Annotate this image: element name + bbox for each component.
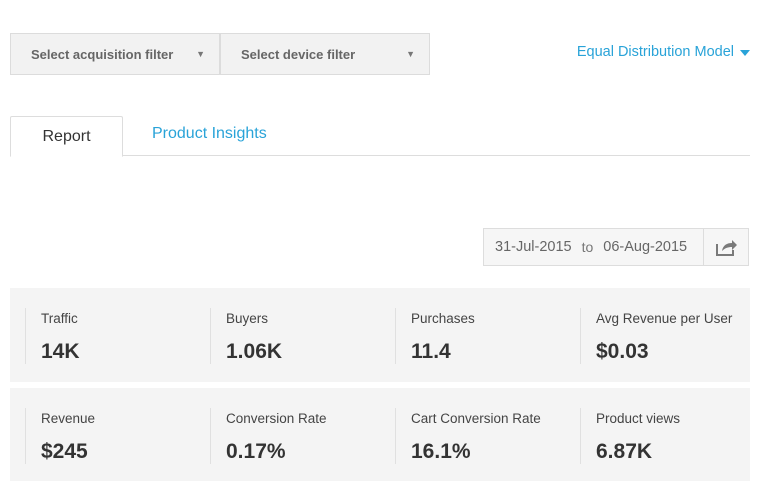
metric-label: Cart Conversion Rate [411, 411, 541, 426]
date-range-field[interactable]: 31-Jul-2015 to 06-Aug-2015 [484, 239, 703, 255]
metric-card: Traffic 14K [10, 288, 195, 382]
acquisition-filter-dropdown[interactable]: Select acquisition filter ▼ [10, 33, 220, 75]
share-button[interactable] [703, 229, 748, 265]
metric-label: Traffic [41, 311, 78, 326]
tab-report[interactable]: Report [10, 116, 123, 157]
share-icon [716, 240, 737, 256]
metric-label: Buyers [226, 311, 269, 326]
metric-value: 16.1% [411, 440, 471, 463]
metric-card: Purchases 11.4 [380, 288, 565, 382]
metric-value: $245 [41, 440, 88, 463]
distribution-model-label: Equal Distribution Model [576, 44, 734, 60]
metric-label: Purchases [411, 311, 475, 326]
distribution-model-dropdown[interactable]: Equal Distribution Model [577, 44, 750, 60]
date-to-separator: to [581, 239, 594, 255]
caret-down-icon: ▼ [196, 49, 205, 59]
metric-card: Conversion Rate 0.17% [195, 388, 380, 481]
metrics-row-2: Revenue $245 Conversion Rate 0.17% Cart … [10, 388, 750, 481]
triangle-down-icon [740, 50, 750, 56]
metrics-row-1: Traffic 14K Buyers 1.06K Purchases 11.4 … [10, 288, 750, 382]
metric-value: 1.06K [226, 340, 283, 363]
metric-label: Avg Revenue per User [596, 311, 733, 326]
device-filter-label: Select device filter [241, 46, 356, 62]
filter-bar: Select acquisition filter ▼ Select devic… [10, 33, 430, 75]
tab-bar: Report Product Insights [10, 116, 750, 157]
metric-value: 11.4 [411, 340, 451, 363]
metric-card: Cart Conversion Rate 16.1% [380, 388, 565, 481]
device-filter-dropdown[interactable]: Select device filter ▼ [220, 33, 430, 75]
metric-card: Avg Revenue per User $0.03 [565, 288, 750, 382]
metric-value: $0.03 [596, 340, 649, 363]
date-from: 31-Jul-2015 [495, 239, 572, 255]
metric-value: 14K [41, 340, 80, 363]
metric-card: Buyers 1.06K [195, 288, 380, 382]
metric-label: Revenue [41, 411, 96, 426]
metric-value: 6.87K [596, 440, 653, 463]
date-range-picker: 31-Jul-2015 to 06-Aug-2015 [483, 228, 749, 266]
metric-card: Product views 6.87K [565, 388, 750, 481]
caret-down-icon: ▼ [406, 49, 415, 59]
metric-card: Revenue $245 [10, 388, 195, 481]
metric-label: Product views [596, 411, 681, 426]
metric-label: Conversion Rate [226, 411, 327, 426]
metric-value: 0.17% [226, 440, 286, 463]
tab-product-insights[interactable]: Product Insights [152, 125, 267, 142]
date-to: 06-Aug-2015 [603, 239, 688, 255]
acquisition-filter-label: Select acquisition filter [31, 46, 174, 62]
